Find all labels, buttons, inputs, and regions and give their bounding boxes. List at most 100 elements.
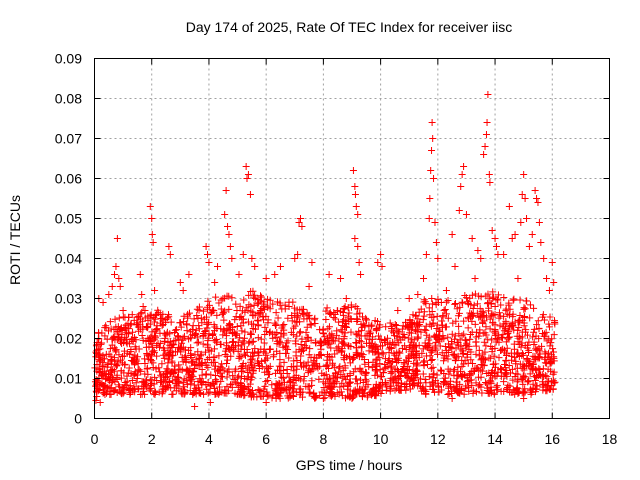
data-point xyxy=(455,322,463,330)
data-point xyxy=(488,367,496,375)
data-point xyxy=(185,271,193,278)
data-point xyxy=(210,354,218,362)
y-tick-label: 0.09 xyxy=(55,51,82,67)
data-point xyxy=(362,375,370,383)
data-point xyxy=(435,336,443,344)
data-point xyxy=(278,305,286,313)
data-point xyxy=(163,314,171,322)
data-point xyxy=(142,323,150,331)
data-point xyxy=(217,305,225,313)
data-point xyxy=(104,359,112,367)
data-point xyxy=(535,219,543,226)
data-point xyxy=(412,374,420,382)
data-point xyxy=(505,301,513,309)
data-point xyxy=(519,351,527,359)
data-point xyxy=(174,332,182,340)
data-point xyxy=(432,239,440,246)
data-point xyxy=(168,368,176,376)
data-point xyxy=(503,385,511,393)
data-point xyxy=(212,336,220,344)
data-point xyxy=(419,358,427,366)
data-point xyxy=(325,323,333,331)
data-point xyxy=(474,247,482,254)
data-point xyxy=(341,329,349,337)
data-point xyxy=(491,328,499,336)
data-point xyxy=(248,320,256,328)
data-point xyxy=(535,365,543,373)
data-point xyxy=(347,315,355,323)
y-tick-label: 0.01 xyxy=(55,371,82,387)
data-point xyxy=(515,316,523,324)
data-point xyxy=(160,354,168,362)
data-point xyxy=(351,183,359,190)
data-point xyxy=(460,390,468,398)
data-point xyxy=(529,333,537,341)
data-point xyxy=(153,325,161,333)
data-point xyxy=(115,314,123,322)
data-point xyxy=(362,377,370,385)
data-point xyxy=(532,365,540,373)
data-point xyxy=(329,361,337,369)
data-point xyxy=(246,380,254,388)
data-point xyxy=(399,322,407,330)
data-point xyxy=(437,367,445,375)
data-point xyxy=(100,355,108,363)
data-point xyxy=(200,390,208,398)
data-point xyxy=(531,356,539,364)
data-point xyxy=(226,320,234,328)
data-point xyxy=(543,337,551,345)
data-point xyxy=(150,332,158,340)
data-point xyxy=(354,243,362,250)
data-point xyxy=(227,352,235,360)
data-point xyxy=(495,309,503,317)
data-point xyxy=(225,321,233,329)
data-point xyxy=(110,344,118,352)
data-point xyxy=(391,321,399,329)
data-point xyxy=(276,356,284,364)
data-point xyxy=(525,377,533,385)
data-point xyxy=(204,297,212,305)
data-point xyxy=(197,350,205,358)
data-point xyxy=(304,358,312,366)
data-point xyxy=(469,305,477,313)
data-point xyxy=(124,330,132,338)
data-point xyxy=(373,362,381,370)
y-tick-label: 0.07 xyxy=(55,131,82,147)
data-point xyxy=(515,332,523,340)
data-point xyxy=(146,320,154,328)
data-point xyxy=(427,365,435,373)
data-point xyxy=(514,370,522,378)
data-point xyxy=(220,309,228,317)
data-point xyxy=(120,386,128,394)
data-point xyxy=(176,279,184,286)
data-point xyxy=(469,360,477,368)
data-point xyxy=(115,275,123,282)
data-point xyxy=(378,349,386,357)
data-point xyxy=(465,342,473,350)
data-point xyxy=(442,310,450,318)
data-point xyxy=(401,381,409,389)
data-point xyxy=(186,328,194,336)
data-point xyxy=(369,333,377,341)
data-point xyxy=(111,378,119,386)
data-point xyxy=(528,231,536,238)
data-point xyxy=(404,373,412,381)
data-point xyxy=(446,381,454,389)
data-point xyxy=(167,347,175,355)
data-point xyxy=(425,336,433,344)
data-point xyxy=(344,382,352,390)
data-point xyxy=(441,305,449,313)
data-point xyxy=(358,313,366,321)
data-point xyxy=(109,374,117,382)
data-point xyxy=(247,329,255,337)
data-point xyxy=(129,337,137,345)
data-point xyxy=(458,347,466,355)
data-point xyxy=(481,143,489,150)
data-point xyxy=(129,386,137,394)
data-point xyxy=(168,359,176,367)
data-point xyxy=(179,287,187,294)
data-point xyxy=(139,387,147,395)
data-point xyxy=(505,333,513,341)
data-point xyxy=(141,379,149,387)
data-point xyxy=(526,314,534,322)
